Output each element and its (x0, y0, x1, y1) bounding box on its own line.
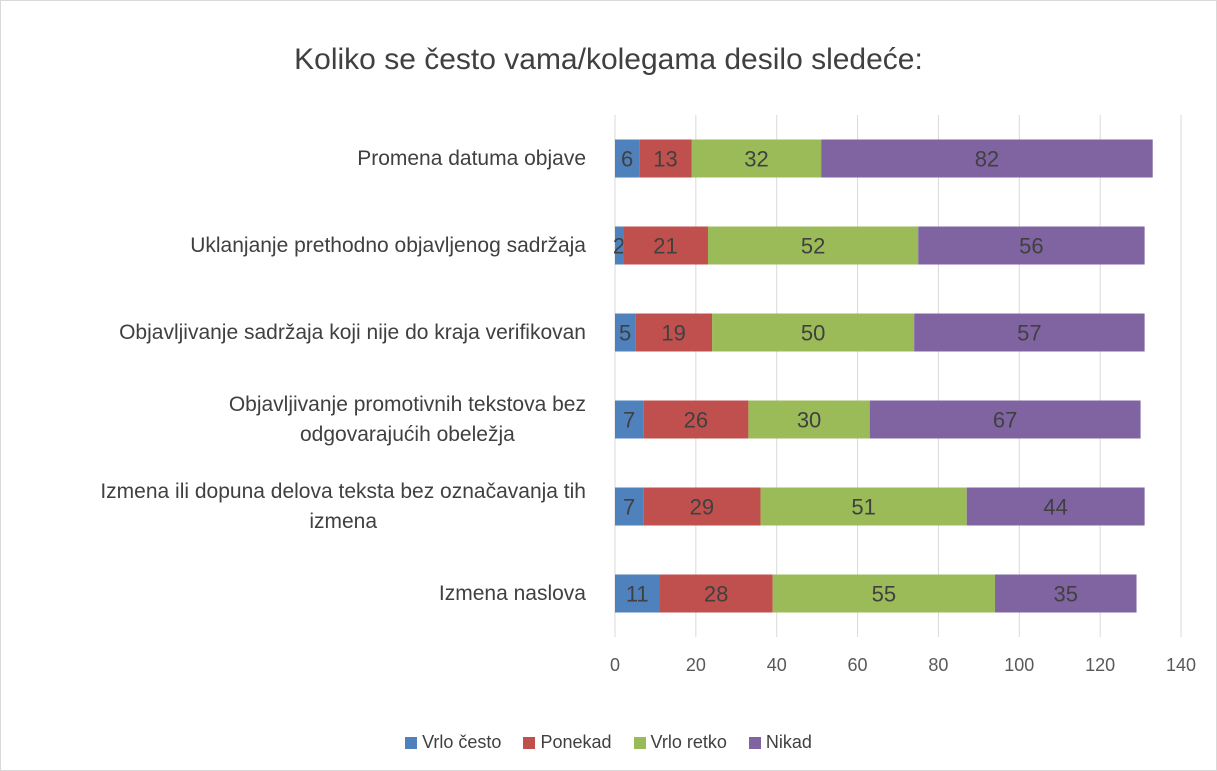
bar-segment (615, 487, 644, 526)
data-label: 6 (621, 147, 633, 172)
legend-label: Nikad (765, 732, 812, 752)
data-label: 56 (1019, 234, 1043, 259)
legend-item: Vrlo često (405, 732, 501, 753)
data-label: 82 (975, 147, 999, 172)
legend-swatch (523, 736, 536, 749)
data-label: 32 (744, 147, 768, 172)
y-tick-text: Izmena naslova (438, 581, 586, 605)
y-tick-label: Promena datuma objave (1, 144, 586, 174)
y-tick-text: Uklanjanje prethodno objavljenog sadržaj… (190, 233, 586, 257)
y-tick-text: Promena datuma objave (357, 146, 586, 170)
bar-segment (615, 400, 644, 439)
legend-item: Nikad (748, 732, 812, 753)
bar-segment (821, 139, 1153, 178)
bar-segment (615, 313, 636, 352)
x-tick-label: 100 (1004, 655, 1034, 675)
data-label: 5 (619, 321, 631, 346)
x-tick-label: 0 (610, 655, 620, 675)
data-label: 67 (993, 408, 1017, 433)
legend-swatch (405, 736, 418, 749)
bar-segment (615, 226, 624, 265)
data-label: 7 (623, 408, 635, 433)
bar-segment (748, 400, 870, 439)
data-label: 2 (613, 234, 625, 259)
y-tick-label: Izmena ili dopuna delova teksta bez ozna… (1, 477, 586, 537)
legend-item: Vrlo retko (633, 732, 727, 753)
bar-segment (691, 139, 822, 178)
data-label: 13 (653, 147, 677, 172)
data-label: 28 (704, 582, 728, 607)
bar-segment (707, 226, 919, 265)
legend-label: Vrlo često (422, 732, 502, 752)
bar-segment (615, 139, 640, 178)
bar-segment (918, 226, 1145, 265)
legend-swatch (748, 736, 761, 749)
y-tick-label: Izmena naslova (1, 579, 586, 609)
y-tick-label: Uklanjanje prethodno objavljenog sadržaj… (1, 231, 586, 261)
data-label: 7 (623, 495, 635, 520)
bar-segment (635, 313, 713, 352)
data-label: 26 (684, 408, 708, 433)
data-label: 52 (801, 234, 825, 259)
data-label: 50 (801, 321, 825, 346)
bar-segment (869, 400, 1141, 439)
x-tick-label: 80 (928, 655, 948, 675)
legend-label: Vrlo retko (650, 732, 727, 752)
bar-segment (966, 487, 1145, 526)
y-tick-label: Objavljivanje sadržaja koji nije do kraj… (1, 318, 586, 348)
bar-segment (639, 139, 692, 178)
data-label: 21 (653, 234, 677, 259)
x-tick-label: 140 (1166, 655, 1196, 675)
data-label: 35 (1054, 582, 1078, 607)
legend: Vrlo često Ponekad Vrlo retko Nikad (1, 732, 1216, 753)
bar-segment (995, 574, 1137, 613)
data-label: 51 (851, 495, 875, 520)
x-tick-label: 20 (686, 655, 706, 675)
y-tick-text: Objavljivanje sadržaja koji nije do kraj… (119, 320, 586, 344)
bar-segment (615, 574, 660, 613)
x-tick-label: 40 (767, 655, 787, 675)
bar-segment (623, 226, 708, 265)
bar-segment (712, 313, 915, 352)
legend-item: Ponekad (523, 732, 612, 753)
y-tick-text: Objavljivanje promotivnih tekstova bez o… (228, 392, 586, 446)
data-label: 57 (1017, 321, 1041, 346)
data-label: 44 (1043, 495, 1067, 520)
y-tick-label: Objavljivanje promotivnih tekstova bez o… (1, 390, 586, 450)
data-label: 55 (872, 582, 896, 607)
bar-segment (659, 574, 773, 613)
data-label: 11 (626, 582, 649, 607)
bar-segment (772, 574, 996, 613)
data-label: 29 (690, 495, 714, 520)
bar-segment (643, 487, 761, 526)
data-label: 30 (797, 408, 821, 433)
y-tick-text: Izmena ili dopuna delova teksta bez ozna… (100, 479, 586, 533)
bar-segment (914, 313, 1145, 352)
data-label: 19 (661, 321, 685, 346)
x-tick-label: 120 (1085, 655, 1115, 675)
legend-label: Ponekad (540, 732, 612, 752)
legend-swatch (633, 736, 646, 749)
bar-segment (760, 487, 967, 526)
chart-title: Koliko se često vama/kolegama desilo sle… (294, 43, 923, 76)
x-tick-label: 60 (848, 655, 868, 675)
bar-segment (643, 400, 749, 439)
